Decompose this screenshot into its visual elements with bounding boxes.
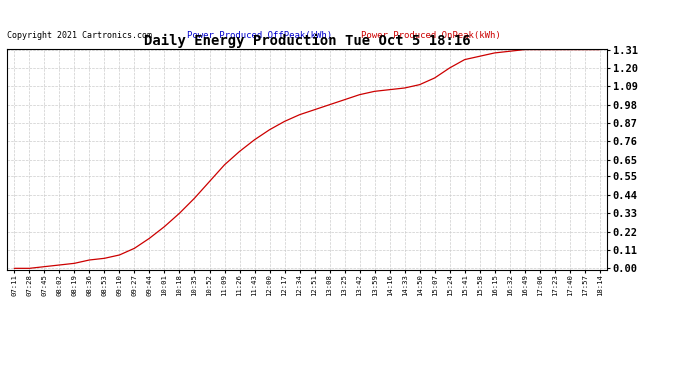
Text: Copyright 2021 Cartronics.com: Copyright 2021 Cartronics.com — [7, 31, 152, 40]
Title: Daily Energy Production Tue Oct 5 18:16: Daily Energy Production Tue Oct 5 18:16 — [144, 33, 471, 48]
Text: Power Produced OffPeak(kWh): Power Produced OffPeak(kWh) — [187, 31, 332, 40]
Text: Power Produced OnPeak(kWh): Power Produced OnPeak(kWh) — [361, 31, 501, 40]
